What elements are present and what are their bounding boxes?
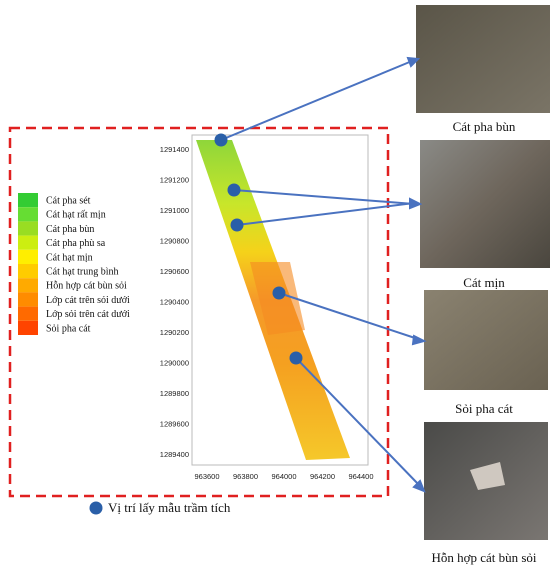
legend-label: Lớp sỏi trên cát dưới bbox=[46, 309, 130, 320]
sample-point bbox=[273, 287, 286, 300]
sample-label: Vị trí lấy mẫu trầm tích bbox=[108, 500, 231, 515]
y-tick-label: 1290000 bbox=[160, 359, 189, 368]
sample-point bbox=[231, 219, 244, 232]
legend-swatch bbox=[18, 292, 38, 306]
sample-point bbox=[290, 352, 303, 365]
photo-caption: Hỗn hợp cát bùn sỏi bbox=[431, 550, 536, 565]
legend-swatch bbox=[18, 278, 38, 292]
y-tick-label: 1290600 bbox=[160, 267, 189, 276]
legend-label: Sỏi pha cát bbox=[46, 323, 91, 334]
legend-swatch bbox=[18, 207, 38, 221]
legend-label: Cát pha phù sa bbox=[46, 238, 106, 249]
photo-caption: Cát mịn bbox=[463, 275, 505, 290]
y-tick-label: 1291200 bbox=[160, 176, 189, 185]
y-tick-label: 1291400 bbox=[160, 145, 189, 154]
legend-swatch bbox=[18, 307, 38, 321]
legend-label: Cát hạt trung bình bbox=[46, 267, 119, 278]
legend-point bbox=[90, 502, 103, 515]
legend-label: Hỗn hợp cát bùn sỏi bbox=[46, 281, 127, 292]
y-tick-label: 1290800 bbox=[160, 237, 189, 246]
x-tick-label: 964200 bbox=[310, 472, 335, 481]
y-tick-label: 1289800 bbox=[160, 389, 189, 398]
sample-point bbox=[228, 184, 241, 197]
photo bbox=[420, 140, 550, 268]
photo-caption: Sỏi pha cát bbox=[455, 401, 513, 416]
legend-swatch bbox=[18, 221, 38, 235]
photo bbox=[416, 5, 550, 113]
x-tick-label: 964400 bbox=[348, 472, 373, 481]
legend-swatch bbox=[18, 250, 38, 264]
legend-swatch bbox=[18, 236, 38, 250]
photo-caption: Cát pha bùn bbox=[453, 119, 516, 134]
sample-point bbox=[215, 134, 228, 147]
arrow-head bbox=[413, 336, 424, 344]
y-tick-label: 1289400 bbox=[160, 450, 189, 459]
legend-label: Cát hạt rất mịn bbox=[46, 210, 106, 221]
legend-swatch bbox=[18, 321, 38, 335]
legend-label: Cát hạt mịn bbox=[46, 252, 93, 263]
x-tick-label: 963800 bbox=[233, 472, 258, 481]
legend-swatch bbox=[18, 264, 38, 278]
figure: Vị trí lấy mẫu trầm tích 1291400 1291200 1… bbox=[0, 0, 550, 568]
x-tick-label: 963600 bbox=[194, 472, 219, 481]
y-tick-label: 1289600 bbox=[160, 420, 189, 429]
y-tick-label: 1290200 bbox=[160, 328, 189, 337]
legend-label: Lớp cát trên sỏi dưới bbox=[46, 295, 130, 306]
y-tick-label: 1291000 bbox=[160, 206, 189, 215]
photo bbox=[424, 290, 548, 390]
legend-label: Cát pha sét bbox=[46, 196, 91, 207]
arrow-head bbox=[410, 199, 420, 208]
y-tick-label: 1290400 bbox=[160, 298, 189, 307]
x-tick-label: 964000 bbox=[271, 472, 296, 481]
photos bbox=[416, 5, 550, 540]
legend-label: Cát pha bùn bbox=[46, 224, 94, 235]
legend-swatch bbox=[18, 193, 38, 207]
